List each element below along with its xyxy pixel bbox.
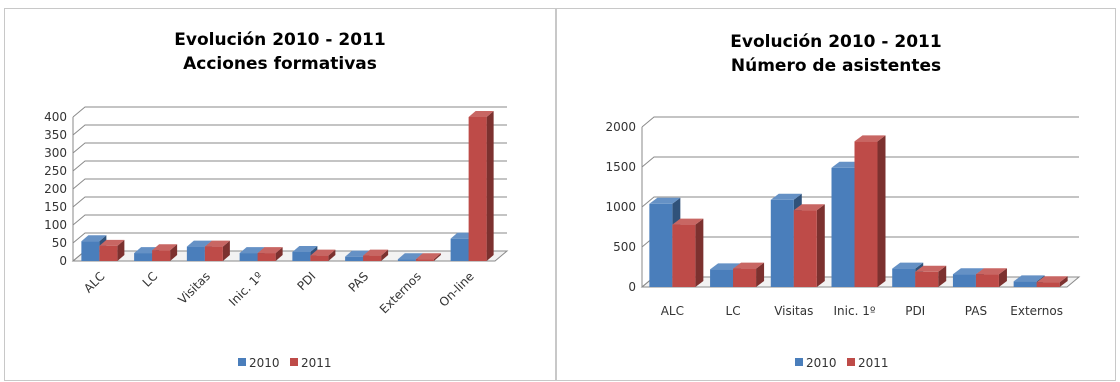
gridline xyxy=(72,232,507,244)
legend-swatch-2010 xyxy=(795,358,803,366)
bar-2011-visitas xyxy=(204,240,230,261)
y-tick-label: 50 xyxy=(52,236,67,250)
gridline xyxy=(72,142,507,154)
x-category-label: LC xyxy=(726,304,741,318)
y-tick-label: 350 xyxy=(44,128,67,142)
legend-label-2011: 2011 xyxy=(858,356,889,370)
y-tick-label: 1500 xyxy=(605,160,636,174)
gridline xyxy=(72,196,507,208)
bar-2011-externos xyxy=(1036,276,1068,287)
bar-2011-inic1 xyxy=(854,135,886,287)
y-tick-label: 250 xyxy=(44,164,67,178)
chart-title-line-1: Evolución 2010 - 2011 xyxy=(730,32,941,52)
x-category-label: PDI xyxy=(294,269,318,293)
gridline xyxy=(72,106,507,118)
y-tick-label: 200 xyxy=(44,182,67,196)
legend-label-2011: 2011 xyxy=(301,356,332,370)
y-tick-label: 400 xyxy=(44,110,67,124)
y-tick-label: 1000 xyxy=(605,200,636,214)
x-category-label: Visitas xyxy=(175,269,213,307)
x-category-label: PAS xyxy=(346,269,372,295)
bar-2011-visitas xyxy=(793,204,825,287)
x-category-label: ALC xyxy=(81,269,107,295)
legend-label-2010: 2010 xyxy=(249,356,280,370)
bar-2011-online xyxy=(468,111,494,261)
y-tick-label: 0 xyxy=(628,280,636,294)
x-category-label: Inic. 1º xyxy=(834,304,876,318)
x-category-label: PAS xyxy=(965,304,987,318)
x-category-label: Visitas xyxy=(774,304,813,318)
chart-title-line-2: Acciones formativas xyxy=(183,54,377,74)
bar-2011-pas xyxy=(363,249,389,261)
bar-2011-pas xyxy=(975,268,1007,287)
legend-label-2010: 2010 xyxy=(806,356,837,370)
bar-2011-lc xyxy=(733,262,765,287)
y-tick-label: 300 xyxy=(44,146,67,160)
chart-title-line-1: Evolución 2010 - 2011 xyxy=(174,30,385,50)
gridline xyxy=(72,178,507,190)
y-tick-label: 0 xyxy=(59,254,67,268)
chart-numero-asistentes: Evolución 2010 - 2011 Número de asistente… xyxy=(605,32,1081,370)
chart-acciones-formativas: Evolución 2010 - 2011 Acciones formativas… xyxy=(44,30,509,370)
gridline xyxy=(641,116,1079,128)
x-category-label: PDI xyxy=(905,304,925,318)
x-category-label: On-line xyxy=(436,269,476,309)
bar-2011-alc xyxy=(672,218,704,287)
y-tick-label: 2000 xyxy=(605,120,636,134)
gridline xyxy=(72,214,507,226)
gridline xyxy=(641,196,1079,208)
y-tick-label: 150 xyxy=(44,200,67,214)
chart-panel-asistentes: Evolución 2010 - 2011 Número de asistente… xyxy=(556,8,1116,381)
x-category-label: Externos xyxy=(1010,304,1063,318)
x-category-label: Inic. 1º xyxy=(226,269,266,309)
y-tick-label: 500 xyxy=(613,240,636,254)
chart-title-line-2: Número de asistentes xyxy=(731,56,941,76)
legend-swatch-2011 xyxy=(290,358,298,366)
gridline xyxy=(72,124,507,136)
x-category-label: ALC xyxy=(661,304,684,318)
bar-2011-lc xyxy=(152,244,178,261)
x-category-label: Externos xyxy=(377,269,424,316)
bar-2011-alc xyxy=(99,239,125,261)
gridline xyxy=(72,160,507,172)
bar-2011-inic1 xyxy=(257,247,283,261)
bar-2011-pdi xyxy=(915,265,947,287)
legend-swatch-2010 xyxy=(238,358,246,366)
y-tick-label: 100 xyxy=(44,218,67,232)
legend-swatch-2011 xyxy=(847,358,855,366)
x-category-label: LC xyxy=(140,269,161,290)
bar-2011-pdi xyxy=(310,249,336,261)
bar-2011-externos xyxy=(415,253,441,261)
chart-panel-acciones: Evolución 2010 - 2011 Acciones formativas… xyxy=(4,8,556,381)
gridline xyxy=(641,156,1079,168)
